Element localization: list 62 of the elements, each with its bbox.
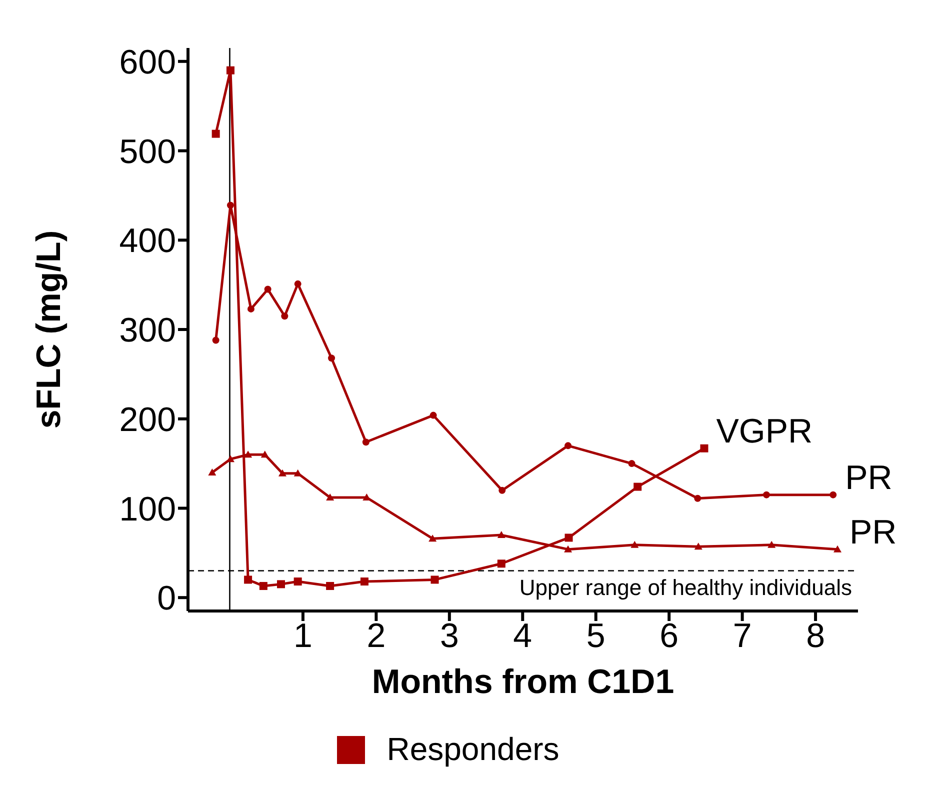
y-tick-label: 500 bbox=[119, 132, 176, 171]
point bbox=[628, 460, 636, 468]
x-axis-title: Months from C1D1 bbox=[372, 663, 674, 701]
point bbox=[226, 202, 234, 209]
point bbox=[247, 305, 254, 312]
point bbox=[768, 540, 776, 548]
y-tick-label: 200 bbox=[119, 400, 176, 439]
point bbox=[497, 531, 506, 538]
point bbox=[264, 286, 272, 293]
point bbox=[360, 578, 368, 586]
ref-line-label: Upper range of healthy individuals bbox=[519, 574, 852, 600]
x-tick-label: 4 bbox=[513, 617, 532, 656]
point bbox=[428, 534, 437, 542]
point bbox=[630, 540, 639, 548]
point bbox=[564, 534, 573, 542]
point bbox=[430, 576, 439, 584]
x-tick-label: 8 bbox=[806, 617, 825, 656]
point bbox=[294, 578, 302, 586]
annotation: PR bbox=[849, 513, 897, 552]
annotation: VGPR bbox=[716, 412, 813, 450]
point bbox=[564, 545, 572, 552]
y-tick-label: 400 bbox=[119, 222, 176, 260]
legend-label: Responders bbox=[386, 731, 560, 768]
y-tick-label: 300 bbox=[119, 312, 176, 350]
x-tick-label: 1 bbox=[294, 617, 312, 656]
y-axis-title: sFLC (mg/L) bbox=[30, 230, 68, 429]
point bbox=[498, 486, 506, 494]
point bbox=[694, 542, 702, 550]
point bbox=[244, 450, 252, 458]
point bbox=[564, 442, 572, 450]
annotation: PR bbox=[845, 458, 892, 497]
point bbox=[830, 491, 837, 498]
x-tick-label: 3 bbox=[440, 617, 459, 656]
point bbox=[497, 560, 506, 568]
point bbox=[833, 545, 842, 552]
point bbox=[634, 482, 642, 491]
point bbox=[328, 354, 336, 362]
point bbox=[259, 582, 268, 590]
y-tick-label: 600 bbox=[119, 43, 176, 82]
x-tick-label: 6 bbox=[660, 617, 679, 656]
point bbox=[294, 280, 302, 288]
point bbox=[694, 494, 702, 502]
point bbox=[326, 582, 334, 590]
point bbox=[700, 444, 708, 452]
point bbox=[326, 494, 334, 501]
y-tick-label: 0 bbox=[157, 580, 176, 618]
y-tick-label: 100 bbox=[119, 490, 176, 528]
point bbox=[244, 576, 252, 584]
x-tick-label: 7 bbox=[732, 617, 752, 656]
x-tick-label: 2 bbox=[366, 617, 386, 656]
point bbox=[208, 468, 216, 476]
point bbox=[212, 130, 220, 138]
point bbox=[281, 312, 288, 320]
x-tick-label: 5 bbox=[586, 617, 606, 656]
point bbox=[276, 580, 285, 588]
point bbox=[362, 438, 370, 446]
point bbox=[430, 412, 437, 419]
point bbox=[226, 66, 234, 74]
point bbox=[278, 469, 286, 476]
point bbox=[260, 450, 269, 458]
point bbox=[212, 336, 220, 344]
point bbox=[762, 491, 770, 498]
